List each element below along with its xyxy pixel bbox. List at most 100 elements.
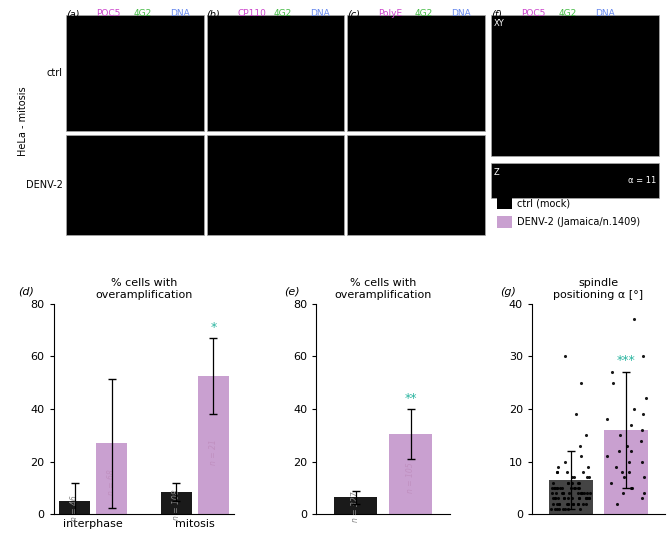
Text: (e): (e): [284, 287, 300, 297]
Point: [628, 315, 639, 324]
Point: [605, 478, 616, 487]
Point: [568, 499, 579, 508]
Point: [612, 499, 622, 508]
Point: [610, 462, 621, 471]
Point: [562, 499, 573, 508]
Point: [582, 489, 593, 498]
Point: [626, 484, 636, 492]
Point: [573, 484, 583, 492]
Text: (d): (d): [17, 287, 34, 297]
Bar: [161, 492, 192, 514]
Point: [567, 499, 578, 508]
Bar: [198, 376, 229, 514]
Bar: [334, 497, 377, 514]
Point: [575, 452, 586, 461]
Text: DNA: DNA: [310, 9, 331, 18]
Point: [552, 499, 562, 508]
Point: [577, 499, 588, 508]
Point: [550, 505, 560, 514]
Point: [617, 468, 628, 477]
Bar: [497, 216, 512, 228]
Bar: [347, 15, 485, 131]
Point: [558, 494, 569, 503]
Point: [638, 473, 649, 482]
Point: [622, 442, 632, 451]
Point: [628, 405, 639, 414]
Point: [577, 489, 588, 498]
Point: [562, 499, 573, 508]
Point: [581, 494, 592, 503]
Text: ctrl: ctrl: [47, 68, 63, 78]
Point: [581, 494, 591, 503]
Text: ctrl (mock): ctrl (mock): [517, 198, 570, 209]
Point: [552, 468, 562, 477]
Bar: [66, 135, 204, 235]
Text: (g): (g): [500, 287, 515, 297]
Bar: [604, 430, 648, 514]
Point: [560, 457, 571, 466]
Text: n = 68: n = 68: [108, 470, 116, 495]
Point: [606, 368, 617, 377]
Point: [581, 473, 592, 482]
Point: [565, 484, 576, 492]
Point: [618, 489, 628, 498]
Point: [573, 489, 584, 498]
Point: [548, 494, 558, 503]
Point: [624, 457, 634, 466]
Point: [585, 489, 595, 498]
Text: α = 11: α = 11: [628, 176, 656, 185]
Text: DENV-2: DENV-2: [26, 180, 63, 190]
Point: [638, 410, 648, 419]
Point: [547, 484, 558, 492]
Text: n = 105: n = 105: [406, 463, 415, 494]
Text: PolyE: PolyE: [378, 9, 402, 18]
Text: n = 327: n = 327: [351, 491, 360, 522]
Point: [581, 431, 591, 440]
Point: [619, 473, 630, 482]
Point: [579, 489, 589, 498]
Bar: [206, 135, 344, 235]
Point: [550, 494, 560, 503]
Point: [547, 499, 558, 508]
Bar: [347, 135, 485, 235]
Point: [581, 494, 591, 503]
Point: [550, 484, 561, 492]
Point: [552, 505, 562, 514]
Point: [557, 489, 568, 498]
Point: [601, 415, 612, 424]
Bar: [96, 443, 128, 514]
Text: XY: XY: [494, 20, 505, 29]
Point: [558, 505, 569, 514]
Text: DNA: DNA: [452, 9, 471, 18]
Text: 4G2: 4G2: [415, 9, 433, 18]
Point: [558, 494, 569, 503]
Point: [553, 505, 564, 514]
Text: (a): (a): [66, 9, 79, 19]
Point: [575, 489, 586, 498]
Text: *: *: [210, 321, 216, 334]
Point: [562, 478, 573, 487]
Point: [601, 452, 612, 461]
Point: [546, 505, 557, 514]
Point: [583, 462, 593, 471]
Text: n = 21: n = 21: [209, 439, 218, 465]
Title: spindle
positioning α [°]: spindle positioning α [°]: [554, 278, 644, 300]
Point: [566, 473, 577, 482]
Point: [554, 484, 565, 492]
Point: [567, 478, 578, 487]
Point: [550, 489, 561, 498]
Text: 4G2: 4G2: [274, 9, 292, 18]
Text: 4G2: 4G2: [558, 9, 577, 18]
Text: (c): (c): [347, 9, 360, 19]
Bar: [550, 480, 593, 514]
Text: DNA: DNA: [595, 9, 615, 18]
Point: [625, 447, 636, 456]
Point: [567, 494, 578, 503]
Point: [553, 494, 564, 503]
Point: [564, 489, 575, 498]
Point: [556, 484, 567, 492]
Text: n = 46: n = 46: [70, 495, 79, 521]
Bar: [389, 434, 432, 514]
Point: [569, 484, 579, 492]
Point: [573, 494, 584, 503]
